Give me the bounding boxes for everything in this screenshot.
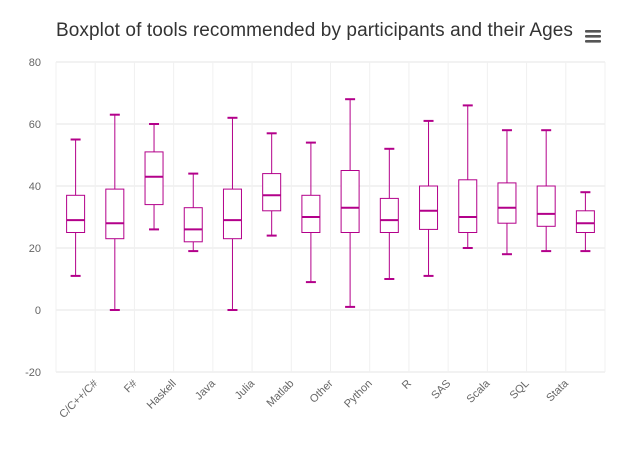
y-tick-label: 0 <box>35 305 41 317</box>
x-tick-label: F# <box>122 377 140 395</box>
x-tick-label: C/C++/C# <box>57 377 101 421</box>
y-tick-label: 40 <box>29 181 41 193</box>
box-iqr <box>105 188 125 240</box>
box-iqr <box>497 182 517 224</box>
y-tick-label: -20 <box>25 367 41 379</box>
x-tick-label: Java <box>193 377 219 403</box>
x-tick-label: Scala <box>465 377 494 406</box>
box-iqr <box>575 210 595 234</box>
box-iqr <box>183 207 203 243</box>
chart-title: Boxplot of tools recommended by particip… <box>55 20 574 41</box>
hamburger-menu-icon <box>585 30 601 43</box>
x-tick-label: R <box>400 378 414 392</box>
x-tick-label: Matlab <box>265 378 297 410</box>
box-iqr <box>66 194 86 234</box>
box-iqr <box>419 185 439 230</box>
box-iqr <box>536 185 556 227</box>
box-iqr <box>301 194 321 234</box>
box-iqr <box>144 151 164 206</box>
x-tick-label: SAS <box>429 378 453 402</box>
x-tick-label: Haskell <box>145 378 179 412</box>
y-tick-label: 20 <box>29 243 41 255</box>
y-tick-label: 60 <box>29 119 41 131</box>
box-iqr <box>262 173 282 212</box>
x-tick-label: Julia <box>233 377 258 402</box>
x-tick-label: SQL <box>508 378 532 402</box>
chart-menu-button[interactable] <box>582 26 604 46</box>
x-tick-label: Python <box>342 378 375 411</box>
y-tick-label: 80 <box>29 57 41 69</box>
x-tick-label: Other <box>308 377 336 405</box>
box-iqr <box>379 197 399 233</box>
box-iqr <box>458 179 478 234</box>
x-tick-label: Stata <box>544 377 571 404</box>
box-iqr <box>340 170 360 233</box>
box-iqr <box>222 188 242 240</box>
